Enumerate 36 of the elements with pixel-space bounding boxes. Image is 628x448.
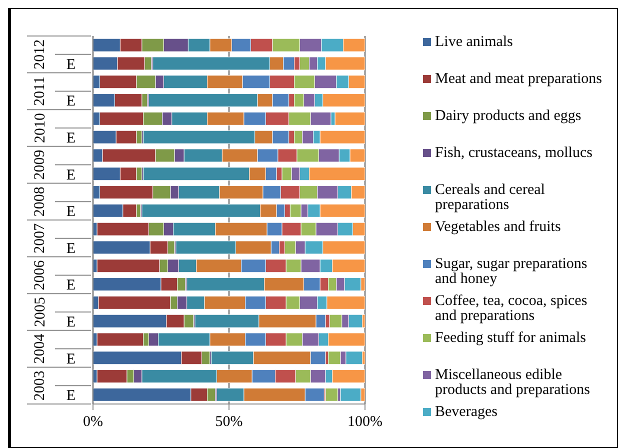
text: 2007 bbox=[32, 222, 48, 254]
text: 2004 bbox=[32, 333, 48, 364]
legend-label: Beverages bbox=[435, 404, 498, 420]
y-tick-label: E bbox=[66, 167, 76, 184]
text: 2003 bbox=[32, 370, 48, 401]
text: 2010 bbox=[32, 113, 48, 143]
text: 2012 bbox=[32, 39, 48, 70]
bar bbox=[340, 388, 362, 402]
y-tick-label: E bbox=[66, 204, 76, 220]
legend-label: Sugar, sugar preparations and honey bbox=[435, 256, 588, 287]
legend-label: Miscellaneous edible products and preparations bbox=[435, 367, 591, 398]
text: 2009 bbox=[32, 150, 48, 180]
y-tick-label: E bbox=[66, 314, 76, 330]
text: 2011 bbox=[32, 76, 48, 106]
legend-label: Feeding stuff for animals bbox=[435, 330, 586, 346]
y-tick-label: E bbox=[66, 351, 76, 368]
x-tick-label: 50% bbox=[215, 414, 243, 430]
bar bbox=[334, 112, 365, 126]
legend-label: Dairy products and eggs bbox=[435, 108, 582, 124]
text: 2008 bbox=[32, 186, 48, 217]
y-tick-label: E bbox=[66, 240, 76, 257]
x-tick-label: 0% bbox=[83, 414, 103, 430]
y-tick-label: E bbox=[66, 130, 76, 146]
legend-label: Vegetables and fruits bbox=[435, 219, 561, 235]
text: 2006 bbox=[32, 260, 48, 290]
legend-label: Live animals bbox=[435, 34, 513, 50]
legend-label: Cereals and cereal preparations bbox=[435, 182, 546, 213]
legend-label: Meat and meat preparations bbox=[435, 71, 602, 87]
y-tick-label: E bbox=[66, 278, 76, 294]
x-tick-label: 100% bbox=[348, 414, 382, 430]
text: 2005 bbox=[32, 297, 48, 327]
y-tick-label: E bbox=[66, 56, 76, 73]
legend-label: Fish, crustaceans, mollucs bbox=[435, 145, 592, 161]
y-tick-label: E bbox=[66, 94, 76, 110]
legend-label: Coffee, tea, cocoa, spices and preparations bbox=[435, 293, 588, 324]
y-tick-label: E bbox=[66, 388, 76, 404]
